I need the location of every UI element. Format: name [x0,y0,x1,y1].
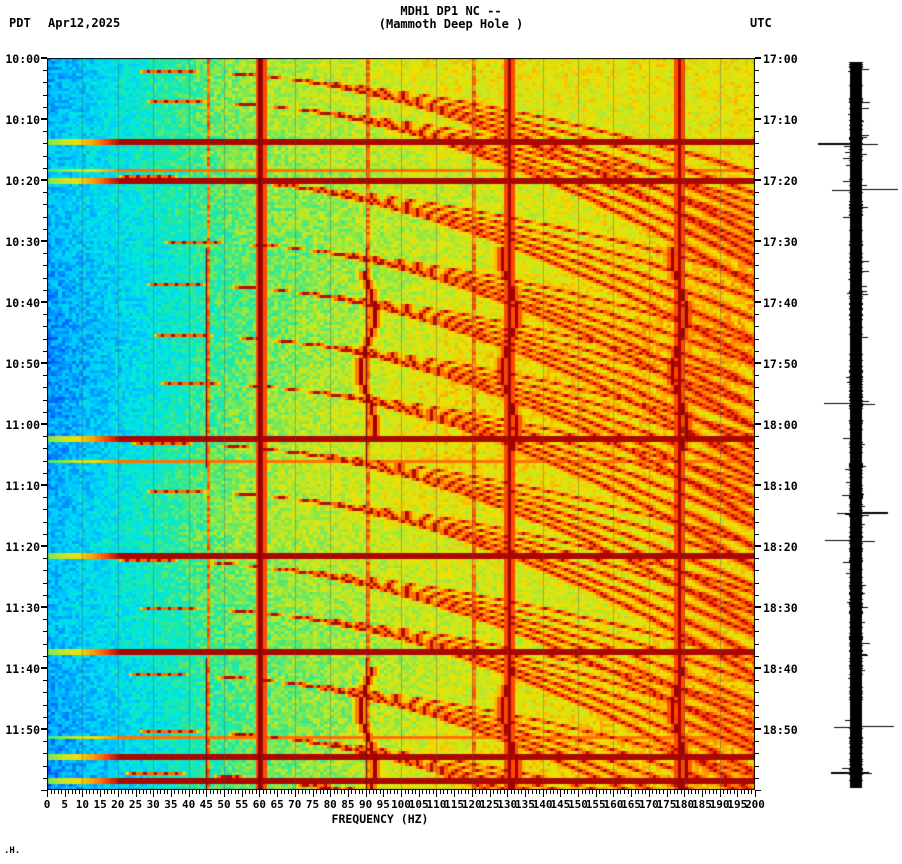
frequency-tick-label: 25 [128,798,143,811]
frequency-tick-label: 50 [217,798,231,811]
frequency-tick-label: 150 [568,798,588,811]
time-tick-label-utc: 17:00 [763,52,798,66]
frequency-tick-label: 195 [727,798,748,811]
page-title: MDH1 DP1 NC -- [400,4,502,18]
frequency-tick-label: 95 [376,798,390,811]
frequency-tick-label: 65 [270,798,284,811]
time-tick-label-utc: 18:30 [763,601,798,615]
frequency-tick-label: 0 [43,798,51,811]
time-tick-label-pdt: 11:10 [5,479,40,493]
time-tick-label-utc: 17:30 [763,235,798,249]
frequency-tick-label: 5 [61,798,68,811]
time-tick-label-utc: 18:10 [763,479,798,493]
frequency-tick-label: 70 [288,798,302,811]
time-tick-label-pdt: 10:00 [5,52,40,66]
time-tick-label-pdt: 11:20 [5,540,40,554]
frequency-tick-label: 115 [444,798,465,811]
time-axis-right [755,57,761,791]
frequency-tick-label: 55 [235,798,249,811]
frequency-tick-label: 30 [146,798,160,811]
frequency-tick-label: 185 [691,798,712,811]
time-tick-label-pdt: 11:50 [5,723,40,737]
frequency-tick-label: 15 [93,798,107,811]
time-tick-label-utc: 18:20 [763,540,798,554]
spectrogram-image [47,58,755,790]
frequency-tick-label: 140 [532,798,553,811]
date-label: Apr12,2025 [48,16,121,30]
frequency-tick-label: 165 [621,798,642,811]
frequency-tick-label: 125 [479,798,500,811]
frequency-tick-label: 100 [391,798,411,811]
frequency-tick-label: 110 [426,798,447,811]
frequency-tick-label: 170 [638,798,659,811]
frequency-tick-label: 85 [341,798,355,811]
frequency-tick-label: 180 [674,798,695,811]
frequency-tick-label: 145 [550,798,571,811]
time-tick-label-pdt: 10:10 [5,113,40,127]
frequency-axis-title: FREQUENCY (HZ) [331,812,429,826]
time-tick-label-utc: 18:40 [763,662,798,676]
frequency-tick-label: 20 [111,798,125,811]
timezone-label-right: UTC [750,16,772,30]
frequency-tick-label: 155 [585,798,606,811]
frequency-tick-label: 80 [323,798,337,811]
time-tick-label-pdt: 11:30 [5,601,40,615]
time-tick-label-pdt: 10:30 [5,235,40,249]
corner-artifact-mark: .H. [4,846,21,856]
page-subtitle: (Mammoth Deep Hole ) [378,17,524,31]
frequency-tick-label: 160 [603,798,624,811]
frequency-tick-label: 90 [358,798,373,811]
frequency-tick-label: 175 [656,798,677,811]
time-tick-label-utc: 17:40 [763,296,798,310]
time-tick-label-pdt: 10:20 [5,174,40,188]
frequency-tick-label: 120 [461,798,482,811]
frequency-tick-label: 40 [181,798,196,811]
time-tick-label-pdt: 11:40 [5,662,40,676]
frequency-axis [47,790,756,797]
time-tick-label-pdt: 11:00 [5,418,40,432]
time-tick-label-utc: 17:50 [763,357,798,371]
frequency-tick-label: 60 [252,798,267,811]
waveform-trace-panel[interactable] [812,58,898,790]
time-tick-label-utc: 18:50 [763,723,798,737]
frequency-tick-label: 45 [199,798,213,811]
time-tick-label-utc: 17:10 [763,113,798,127]
time-tick-label-utc: 17:20 [763,174,798,188]
time-tick-label-pdt: 10:50 [5,357,40,371]
frequency-tick-label: 135 [514,798,535,811]
timezone-label-left: PDT [9,16,31,30]
time-axis-left [41,57,47,791]
frequency-tick-label: 35 [164,798,178,811]
frequency-tick-label: 190 [709,798,730,811]
spectrogram-plot[interactable] [47,58,755,790]
frequency-tick-label: 75 [305,798,320,811]
frequency-tick-label: 200 [745,798,765,811]
frequency-tick-label: 130 [497,798,518,811]
frequency-tick-label: 105 [408,798,429,811]
frequency-tick-label: 10 [75,798,90,811]
time-tick-label-pdt: 10:40 [5,296,40,310]
waveform-trace-image [812,58,898,790]
time-tick-label-utc: 18:00 [763,418,798,432]
